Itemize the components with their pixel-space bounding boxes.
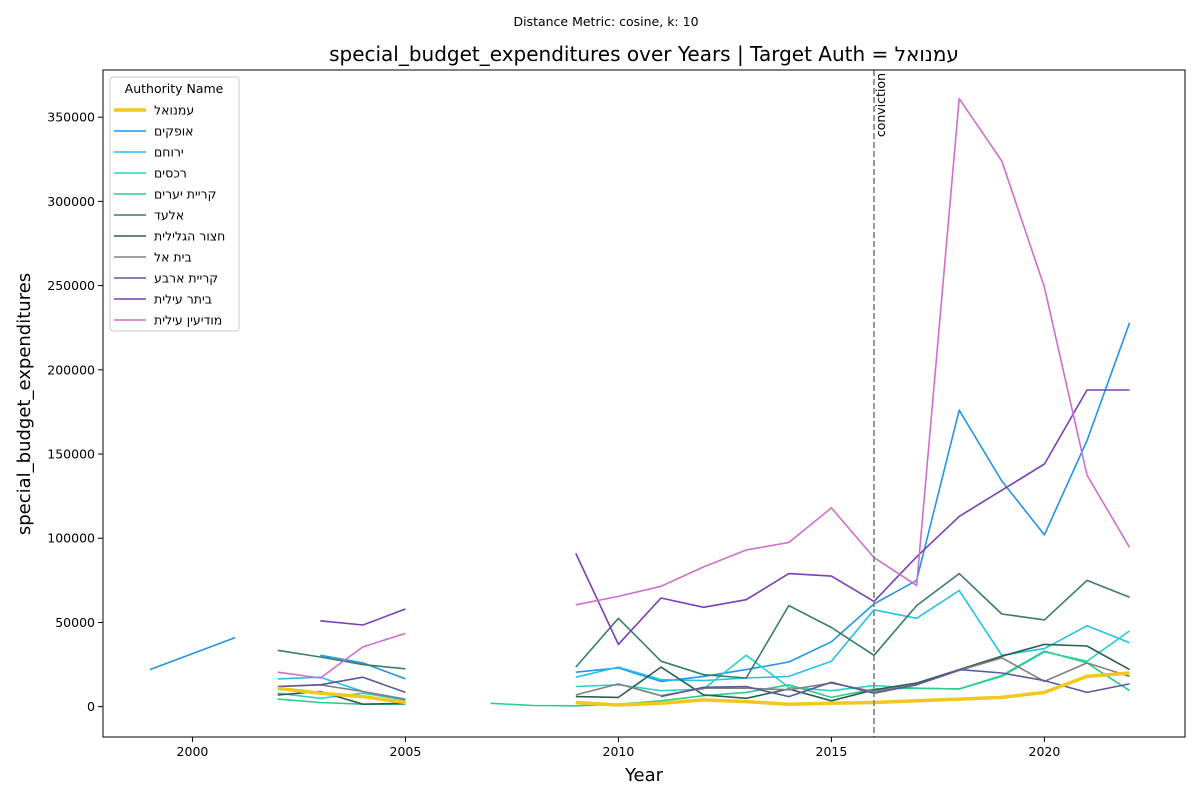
x-tick-label: 2005 — [390, 744, 422, 759]
y-tick-label: 200000 — [47, 362, 95, 377]
series-lines — [149, 97, 1131, 707]
x-tick-label: 2000 — [177, 744, 209, 759]
series-line — [277, 657, 1130, 701]
legend-label: ירוחם — [154, 145, 184, 160]
x-tick-label: 2010 — [603, 744, 635, 759]
x-tick-label: 2015 — [816, 744, 848, 759]
legend: Authority Name עמנואל אופקים ירוחם רכסים קרי… — [109, 76, 240, 332]
legend-title: Authority Name — [125, 81, 224, 96]
axis-ticks: 2000 2005 2010 2015 2020 0 50000 100000 150000 20… — [47, 110, 1060, 759]
chart-title: special_budget_expenditures over Years |… — [329, 42, 959, 66]
series-line — [277, 643, 1130, 705]
y-axis-label: special_budget_expenditures — [14, 273, 35, 535]
y-tick-label: 350000 — [47, 110, 95, 125]
series-line — [277, 671, 1130, 707]
series-line — [277, 668, 1130, 698]
legend-label: ביתר עילית — [154, 292, 212, 307]
legend-label: קריית ארבע — [154, 271, 218, 286]
legend-label: חצור הגלילית — [154, 229, 225, 244]
y-tick-label: 250000 — [47, 278, 95, 293]
y-tick-label: 50000 — [55, 615, 95, 630]
series-line — [320, 389, 1130, 646]
y-tick-label: 300000 — [47, 194, 95, 209]
y-tick-label: 100000 — [47, 531, 95, 546]
legend-box — [109, 76, 240, 332]
x-tick-label: 2020 — [1029, 744, 1061, 759]
legend-label: מודיעין עילית — [154, 313, 222, 328]
legend-label: קריית יערים — [154, 187, 216, 202]
chart-suptitle: Distance Metric: cosine, k: 10 — [513, 14, 698, 29]
x-axis-label: Year — [624, 765, 664, 786]
y-tick-label: 150000 — [47, 447, 95, 462]
legend-label: עמנואל — [154, 103, 194, 118]
series-line — [277, 630, 1131, 701]
plot-frame — [102, 69, 1186, 738]
legend-label: אלעד — [154, 208, 184, 223]
legend-label: בית אל — [154, 250, 192, 265]
conviction-label: conviction — [873, 73, 888, 137]
series-line — [277, 572, 1130, 679]
legend-label: אופקים — [154, 124, 194, 139]
legend-label: רכסים — [154, 166, 187, 181]
series-line — [277, 97, 1131, 679]
y-tick-label: 0 — [87, 699, 95, 714]
conviction-annotation: conviction — [873, 70, 888, 737]
